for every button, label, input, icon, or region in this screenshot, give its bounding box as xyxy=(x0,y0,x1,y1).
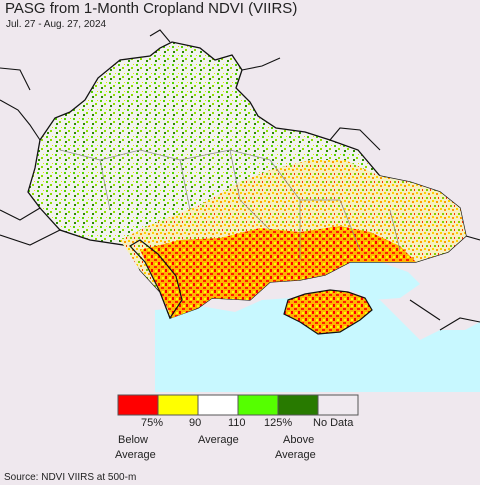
map-title: PASG from 1-Month Cropland NDVI (VIIRS) xyxy=(5,0,298,17)
country-borders xyxy=(0,29,480,331)
legend-tick-110: 110 xyxy=(228,417,246,429)
date-range: Jul. 27 - Aug. 27, 2024 xyxy=(6,19,107,30)
black-sea xyxy=(155,296,480,392)
legend-tick-75: 75% xyxy=(141,417,164,429)
crimea xyxy=(283,289,373,335)
legend-below-label-2: Average xyxy=(115,449,156,461)
legend-average-label: Average xyxy=(198,434,239,446)
source-note: Source: NDVI VIIRS at 500-m xyxy=(4,472,137,483)
ukraine-south xyxy=(140,226,416,318)
oblast-borders xyxy=(59,149,401,260)
moldova-border xyxy=(129,239,183,320)
legend-above-label-2: Average xyxy=(275,449,316,461)
legend-tick-90: 90 xyxy=(189,417,202,429)
legend-above-label-1: Above xyxy=(283,434,315,446)
azov-sea xyxy=(350,262,420,300)
legend-tick-125: 125% xyxy=(264,417,293,429)
legend-below-label-1: Below xyxy=(118,434,148,446)
legend-no-data: No Data xyxy=(313,417,354,429)
